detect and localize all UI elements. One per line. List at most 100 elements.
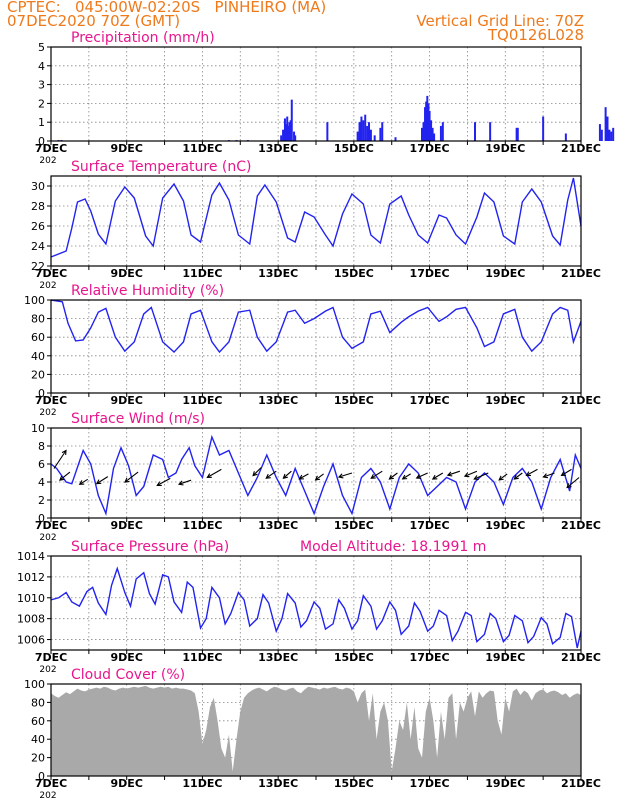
wind-arrow-head <box>282 473 288 479</box>
x-tick-label: 7DEC <box>35 651 67 664</box>
y-tick-label: 22 <box>31 260 45 273</box>
wind-arrow-head <box>59 475 65 481</box>
precip-bar <box>600 129 603 141</box>
precip-bar <box>381 122 384 141</box>
y-tick-label: 30 <box>31 180 45 193</box>
x-tick-label: 21DEC <box>561 519 601 532</box>
header-location: CPTEC: 045:00W-02:20S PINHEIRO (MA) <box>7 0 327 16</box>
wind-arrow-shaft <box>566 477 580 488</box>
x-tick-label: 15DEC <box>334 519 374 532</box>
wind-arrow-head <box>124 477 130 483</box>
precip-bar <box>373 135 376 141</box>
header-grid-line: Vertical Grid Line: 70Z <box>416 12 584 30</box>
y-tick-label: 1006 <box>17 634 45 647</box>
panel-1: 0 1 2 3 4 5 7DEC 9DEC 11DEC 13DEC 15DEC 17DEC 19DEC 2… <box>35 30 615 166</box>
x-tick-label: 11DEC <box>182 267 222 280</box>
wind-arrow-shaft <box>79 478 89 485</box>
x-tick-label: 9DEC <box>111 394 143 407</box>
x-tick-label: 13DEC <box>258 394 298 407</box>
precip-bar <box>358 122 361 141</box>
x-tick-label: 19DEC <box>485 651 525 664</box>
x-tick-label: 11DEC <box>182 519 222 532</box>
x-tick-label: 13DEC <box>258 777 298 790</box>
precip-bar <box>431 127 434 141</box>
x-tick-label: 21DEC <box>561 651 601 664</box>
wind-arrow-shaft <box>59 471 71 481</box>
panel-title: Surface Pressure (hPa) <box>71 539 229 555</box>
wind-arrow-shaft <box>283 470 292 479</box>
x-tick-label: 17DEC <box>410 519 450 532</box>
header-model: TQ0126L028 <box>487 26 584 44</box>
precip-bar <box>598 124 601 141</box>
panel-annotation: Model Altitude: 18.1991 m <box>300 539 486 555</box>
x-tick-label: 19DEC <box>485 394 525 407</box>
precip-bar <box>282 129 285 141</box>
panel-title: Surface Temperature (nC) <box>71 159 252 175</box>
x-tick-label: 17DEC <box>410 142 450 155</box>
y-tick-label: 1 <box>38 116 45 129</box>
x-tick-label: 19DEC <box>485 267 525 280</box>
x-tick-sublabel: 202 <box>39 665 56 675</box>
wind-arrow-head <box>525 471 531 476</box>
y-tick-label: 0 <box>38 770 45 783</box>
precip-bar <box>287 125 290 141</box>
panel-4: 0 2 4 6 8 10 7DEC 9DEC 11DEC 13DEC 15DEC 17DEC 19DEC… <box>31 411 601 543</box>
y-tick-label: 100 <box>24 294 45 307</box>
y-tick-label: 0 <box>38 387 45 400</box>
y-tick-label: 60 <box>31 331 45 344</box>
precip-bar <box>362 120 365 141</box>
x-tick-label: 11DEC <box>182 142 222 155</box>
x-tick-label: 21DEC <box>561 142 601 155</box>
wind-arrow-shaft <box>299 473 309 480</box>
x-tick-label: 9DEC <box>111 267 143 280</box>
x-tick-label: 9DEC <box>111 142 143 155</box>
precip-bar <box>430 120 433 141</box>
wind-arrow-head <box>177 480 184 486</box>
x-tick-label: 17DEC <box>410 267 450 280</box>
precip-bar <box>441 122 444 141</box>
precip-bar <box>326 122 329 141</box>
y-tick-label: 6 <box>38 458 45 471</box>
precip-bar <box>612 127 615 141</box>
precip-bar <box>379 127 382 141</box>
precip-bar <box>516 127 519 141</box>
panel-title: Cloud Cover (%) <box>71 667 185 683</box>
panel-5: 1006 1008 1010 1012 1014 7DEC 9DEC 11DEC 13DEC 15… <box>17 539 601 675</box>
x-tick-label: 9DEC <box>111 777 143 790</box>
wind-arrow-shaft <box>543 472 555 478</box>
x-tick-sublabel: 202 <box>39 791 56 800</box>
precip-bar <box>428 110 431 141</box>
x-tick-label: 11DEC <box>182 651 222 664</box>
x-tick-label: 15DEC <box>334 651 374 664</box>
wind-arrow-head <box>415 474 422 479</box>
wind-arrow-head <box>314 475 321 481</box>
y-tick-label: 3 <box>38 79 45 92</box>
wind-arrow-head <box>337 473 344 479</box>
wind-arrow-head <box>61 449 67 456</box>
precip-bar <box>293 131 296 141</box>
wind-arrow-shaft <box>53 450 67 469</box>
wind-arrow-head <box>78 480 85 485</box>
y-tick-label: 100 <box>24 678 45 691</box>
x-tick-label: 7DEC <box>35 142 67 155</box>
precip-bar <box>433 133 436 141</box>
y-tick-label: 4 <box>38 476 45 489</box>
x-tick-label: 11DEC <box>182 777 222 790</box>
precip-bar <box>606 116 609 141</box>
precip-bar <box>356 131 359 141</box>
x-tick-label: 9DEC <box>111 651 143 664</box>
wind-arrow-shaft <box>526 468 538 476</box>
precip-bar <box>421 127 423 141</box>
wind-arrow-shaft <box>315 473 324 481</box>
y-tick-label: 26 <box>31 220 45 233</box>
x-tick-sublabel: 202 <box>39 156 56 166</box>
precip-bar <box>427 103 430 141</box>
y-tick-label: 80 <box>31 696 45 709</box>
precip-bar <box>610 131 613 141</box>
wind-arrow-shaft <box>96 476 109 485</box>
x-tick-sublabel: 202 <box>39 408 56 418</box>
x-tick-label: 15DEC <box>334 394 374 407</box>
y-tick-label: 40 <box>31 733 45 746</box>
x-tick-sublabel: 202 <box>39 281 56 291</box>
